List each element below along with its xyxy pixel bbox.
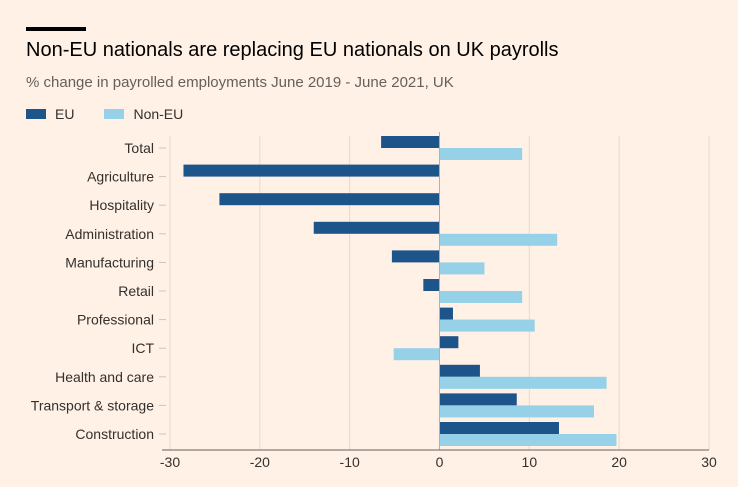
chart-title: Non-EU nationals are replacing EU nation… — [26, 39, 559, 61]
category-label-ict: ICT — [131, 340, 154, 356]
category-label-health-and-care: Health and care — [55, 369, 154, 385]
bar-eu-hospitality — [219, 193, 440, 206]
bar-non-eu-administration — [439, 233, 558, 246]
category-label-administration: Administration — [65, 226, 154, 242]
bar-non-eu-manufacturing — [439, 262, 485, 275]
legend-label-non-eu: Non-EU — [133, 106, 184, 122]
bar-eu-ict — [439, 336, 459, 349]
bar-eu-total — [381, 136, 440, 148]
bar-non-eu-total — [439, 148, 523, 160]
category-label-retail: Retail — [118, 283, 154, 299]
x-tick-label-30: 30 — [701, 454, 717, 470]
category-label-transport-storage: Transport & storage — [31, 397, 154, 413]
legend-swatch-non-eu — [104, 109, 125, 119]
legend-item-eu: EU — [26, 106, 74, 122]
bar-eu-manufacturing — [391, 250, 440, 263]
x-tick-label-0: 0 — [436, 454, 444, 470]
chart-subtitle: % change in payrolled employments June 2… — [26, 74, 454, 91]
bar-eu-agriculture — [183, 164, 440, 177]
x-tick-label-10: 10 — [522, 454, 538, 470]
x-tick-label-minus-30: -30 — [160, 454, 180, 470]
bar-eu-health-and-care — [439, 364, 480, 377]
category-label-agriculture: Agriculture — [87, 169, 154, 185]
x-tick-label-minus-20: -20 — [250, 454, 270, 470]
bar-eu-retail — [423, 279, 440, 291]
x-tick-label-minus-10: -10 — [340, 454, 360, 470]
chart-legend: EU Non-EU — [26, 106, 213, 122]
legend-item-non-eu: Non-EU — [104, 106, 183, 122]
category-label-professional: Professional — [77, 312, 154, 328]
bar-non-eu-construction — [439, 434, 617, 446]
bar-eu-construction — [439, 422, 559, 434]
category-label-construction: Construction — [75, 426, 154, 442]
legend-label-eu: EU — [55, 106, 75, 122]
category-label-manufacturing: Manufacturing — [65, 254, 154, 270]
bar-eu-professional — [439, 307, 453, 320]
legend-swatch-eu — [26, 109, 46, 119]
bar-non-eu-professional — [439, 319, 535, 332]
category-label-total: Total — [124, 140, 154, 156]
bar-eu-transport-storage — [439, 393, 517, 406]
category-label-hospitality: Hospitality — [89, 197, 154, 213]
bar-eu-administration — [313, 221, 440, 234]
bar-non-eu-retail — [439, 291, 523, 303]
bar-non-eu-transport-storage — [439, 405, 595, 418]
bar-non-eu-ict — [393, 348, 440, 361]
brand-bar — [26, 27, 86, 31]
x-tick-label-20: 20 — [611, 454, 627, 470]
bar-non-eu-health-and-care — [439, 376, 607, 389]
